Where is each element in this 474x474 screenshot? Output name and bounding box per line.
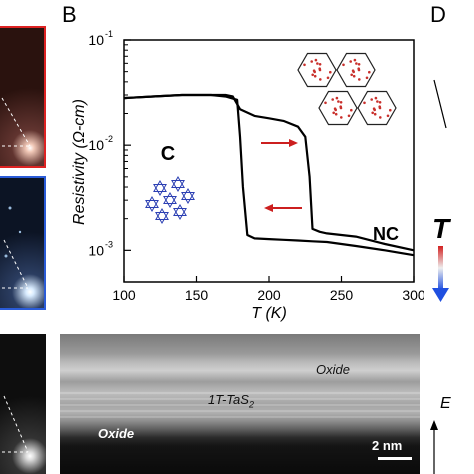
phase-label-nc: NC: [373, 224, 399, 244]
y-tick-exponent: -2: [105, 134, 113, 144]
lattice-fringe: [60, 404, 420, 406]
left-image-blue-panel: [0, 176, 46, 310]
hexagon-domain-icon: [297, 52, 337, 88]
hexagon-domain-icon: [357, 90, 397, 126]
energy-symbol: E: [440, 395, 451, 412]
star-cluster-icon: [173, 204, 187, 220]
star-cluster-icon: [163, 192, 177, 208]
cooling-arrow: [264, 204, 302, 212]
tem-material-text: 1T-TaS: [208, 392, 249, 407]
temperature-symbol: T: [432, 213, 452, 244]
dashed-guide-line: [3, 239, 29, 289]
lattice-fringe: [60, 398, 420, 400]
star-cluster-icon: [181, 188, 195, 204]
star-cluster-icon: [155, 208, 169, 224]
y-axis-title: Resistivity (Ω-cm): [71, 99, 88, 225]
y-tick-label: 10: [88, 242, 104, 258]
panel-d-line: [433, 79, 447, 129]
x-tick-label: 250: [330, 287, 354, 303]
panel-letter-b: B: [62, 2, 77, 27]
y-tick-exponent: -1: [105, 29, 113, 39]
panel-letter-d: D: [430, 2, 446, 27]
heating-arrow: [261, 139, 298, 147]
x-axis-title-text: T (K): [251, 305, 287, 322]
temperature-gradient-bar: [438, 246, 443, 290]
series-lines: [123, 93, 415, 257]
tem-material-subscript: 2: [248, 399, 254, 410]
x-axis-title: T (K): [251, 305, 287, 322]
right-panel-crop: T E: [430, 79, 452, 474]
dashed-guide-line: [3, 395, 29, 453]
diffraction-spot: [8, 206, 12, 210]
tem-label-material: 1T-TaS2: [208, 392, 254, 410]
y-tick-label: 10: [88, 137, 104, 153]
lattice-fringe: [60, 410, 420, 412]
hexagon-domain-icon: [318, 90, 358, 126]
y-tick-exponent: -3: [105, 239, 113, 249]
tem-label-oxide-bottom: Oxide: [98, 426, 135, 441]
tem-cross-section-image: Oxide 1T-TaS2 Oxide 2 nm: [60, 334, 420, 474]
dashed-guide-line: [1, 97, 31, 147]
lattice-fringe: [60, 416, 420, 418]
temperature-arrow-icon: [432, 288, 449, 302]
diffraction-spot: [4, 254, 8, 258]
y-tick-label: 10: [88, 32, 104, 48]
commensurate-lattice-icon: [145, 176, 195, 224]
x-ticks: 100 150 200 250 300: [112, 276, 424, 303]
hexagon-domain-icon: [336, 52, 376, 88]
star-cluster-icon: [153, 180, 167, 196]
phase-label-c: C: [161, 143, 175, 165]
x-tick-label: 300: [402, 287, 424, 303]
energy-arrow-icon: [430, 420, 438, 430]
y-ticks: 10-110-210-3: [88, 29, 131, 258]
resistivity-series-line: [123, 93, 415, 252]
star-cluster-icon: [171, 176, 185, 192]
scale-bar-label: 2 nm: [372, 438, 403, 453]
x-tick-label: 200: [257, 287, 281, 303]
diffraction-spot: [18, 230, 22, 234]
left-image-gray-panel: [0, 334, 46, 474]
x-tick-label: 100: [112, 287, 136, 303]
scale-bar: [378, 457, 412, 460]
tem-label-oxide-top: Oxide: [316, 362, 350, 377]
nearly-commensurate-lattice-icon: [297, 52, 397, 126]
left-image-red-panel: [0, 26, 46, 168]
resistivity-chart: Resistivity (Ω-cm) T (K) 100 150 200 250 300…: [71, 29, 424, 322]
star-cluster-icon: [145, 196, 159, 212]
lattice-fringe: [60, 392, 420, 394]
x-tick-label: 150: [185, 287, 209, 303]
